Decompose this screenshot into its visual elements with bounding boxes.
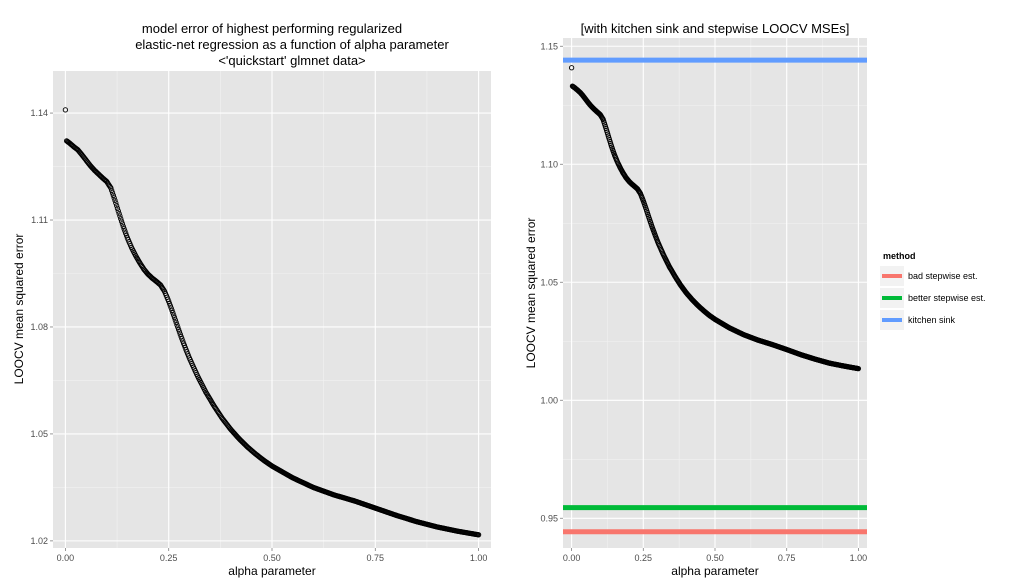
left-data-point: [174, 322, 180, 328]
left-data-point: [175, 326, 182, 333]
left-y-tick-label: 1.08: [30, 322, 48, 332]
left-data-point: [118, 216, 124, 222]
left-data-point: [171, 312, 177, 318]
right-y-tick-label: 1.00: [540, 395, 558, 405]
left-data-point: [111, 195, 117, 201]
right-chart: [with kitchen sink and stepwise LOOCV MS…: [524, 21, 986, 578]
right-y-tick-label: 1.15: [540, 41, 558, 51]
left-data-point: [117, 213, 123, 219]
legend-title: method: [883, 251, 916, 261]
left-data-point: [113, 203, 120, 209]
right-x-tick-label: 0.75: [778, 553, 796, 563]
left-x-tick-label: 0.50: [263, 553, 281, 563]
right-x-tick-label: 0.50: [706, 553, 724, 563]
left-data-point: [475, 532, 482, 538]
left-data-point: [121, 226, 127, 232]
left-y-tick-label: 1.14: [30, 108, 48, 118]
right-data-point: [568, 65, 575, 71]
left-y-tick-label: 1.05: [30, 429, 48, 439]
left-data-point: [62, 107, 69, 113]
left-data-point: [172, 317, 178, 323]
left-data-point: [177, 331, 183, 337]
right-y-axis-label: LOOCV mean squared error: [524, 218, 538, 369]
left-y-axis-label: LOOCV mean squared error: [12, 234, 26, 385]
right-x-tick-label: 1.00: [850, 553, 868, 563]
left-data-point: [168, 305, 174, 311]
left-data-point: [109, 187, 115, 194]
left-x-axis-label: alpha parameter: [228, 564, 315, 578]
right-data-point: [855, 365, 862, 372]
left-x-tick-label: 0.75: [367, 553, 385, 563]
left-x-tick-label: 0.25: [160, 553, 178, 563]
legend: method bad stepwise est. better stepwise …: [880, 251, 986, 330]
left-data-point: [123, 230, 129, 236]
legend-entry-label: better stepwise est.: [908, 293, 986, 303]
left-data-point: [119, 221, 126, 227]
left-data-point: [173, 319, 179, 326]
left-chart-title-line-2: elastic-net regression as a function of …: [135, 37, 449, 52]
left-data-point: [175, 324, 181, 330]
left-data-point: [116, 210, 122, 217]
right-chart-title: [with kitchen sink and stepwise LOOCV MS…: [581, 21, 850, 36]
left-data-point: [120, 223, 126, 230]
left-data-point: [114, 205, 121, 211]
left-data-point: [110, 192, 116, 199]
left-data-point: [113, 200, 119, 206]
left-x-tick-label: 1.00: [470, 553, 488, 563]
legend-keys: bad stepwise est. better stepwise est. kit…: [880, 266, 986, 330]
right-grid: [563, 38, 867, 548]
left-x-tick-label: 0.00: [57, 553, 75, 563]
right-y-tick-label: 1.10: [540, 159, 558, 169]
left-y-tick-label: 1.02: [30, 536, 48, 546]
left-data-point: [122, 228, 128, 234]
left-data-point: [166, 298, 172, 304]
left-points: [62, 107, 482, 538]
left-data-point: [108, 185, 114, 191]
left-data-point: [115, 208, 121, 214]
left-chart-title-line-1: model error of highest performing regula…: [142, 21, 402, 36]
legend-entry-label: kitchen sink: [908, 315, 956, 325]
left-data-point: [170, 310, 176, 316]
right-y-tick-label: 0.95: [540, 513, 558, 523]
left-data-point: [112, 197, 118, 204]
right-ticks: 0.00 0.25 0.50 0.75 1.00 0.95 1.00 1.05 1.10 1.15: [540, 41, 867, 563]
right-y-tick-label: 1.05: [540, 277, 558, 287]
left-data-point: [109, 190, 116, 196]
left-data-point: [169, 307, 175, 314]
left-data-point: [118, 218, 125, 224]
left-ticks: 0.00 0.25 0.50 0.75 1.00 1.02 1.05 1.08 1.11 1.14: [30, 108, 487, 563]
left-y-tick-label: 1.11: [31, 215, 48, 225]
right-x-tick-label: 0.25: [635, 553, 653, 563]
right-reference-lines: [563, 57, 867, 535]
left-chart: model error of highest performing regula…: [12, 21, 491, 578]
left-data-point: [176, 329, 183, 335]
left-data-point: [171, 314, 178, 321]
right-x-tick-label: 0.00: [563, 553, 581, 563]
left-chart-title-line-3: <'quickstart' glmnet data>: [218, 53, 365, 68]
left-data-point: [167, 303, 174, 309]
right-points: [568, 65, 862, 372]
legend-entry-label: bad stepwise est.: [908, 271, 978, 281]
left-data-point: [166, 300, 173, 307]
right-x-axis-label: alpha parameter: [671, 564, 758, 578]
